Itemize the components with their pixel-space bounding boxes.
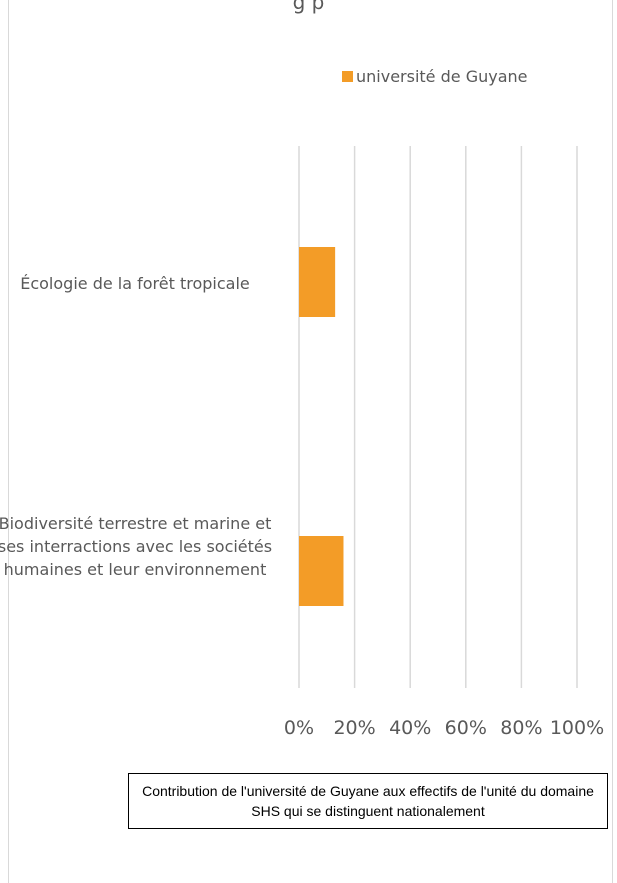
caption-box: Contribution de l'université de Guyane a… <box>128 773 608 829</box>
x-tick-label: 60% <box>445 717 487 739</box>
chart-title: g p <box>0 0 617 14</box>
chart-frame <box>8 0 613 883</box>
bar <box>299 536 344 606</box>
x-tick-label: 100% <box>550 717 604 739</box>
x-tick-label: 80% <box>500 717 542 739</box>
category-label: Biodiversité terrestre et marine et ses … <box>0 514 273 579</box>
legend: université de Guyane <box>342 67 527 86</box>
caption-text: Contribution de l'université de Guyane a… <box>142 783 594 819</box>
bar <box>299 247 336 317</box>
legend-swatch <box>342 71 353 82</box>
legend-label: université de Guyane <box>356 67 528 86</box>
category-label: Écologie de la forêt tropicale <box>20 274 250 293</box>
chart-title-text: g p <box>292 0 325 14</box>
x-tick-label: 0% <box>284 717 314 739</box>
x-tick-label: 20% <box>333 717 375 739</box>
x-tick-label: 40% <box>389 717 431 739</box>
